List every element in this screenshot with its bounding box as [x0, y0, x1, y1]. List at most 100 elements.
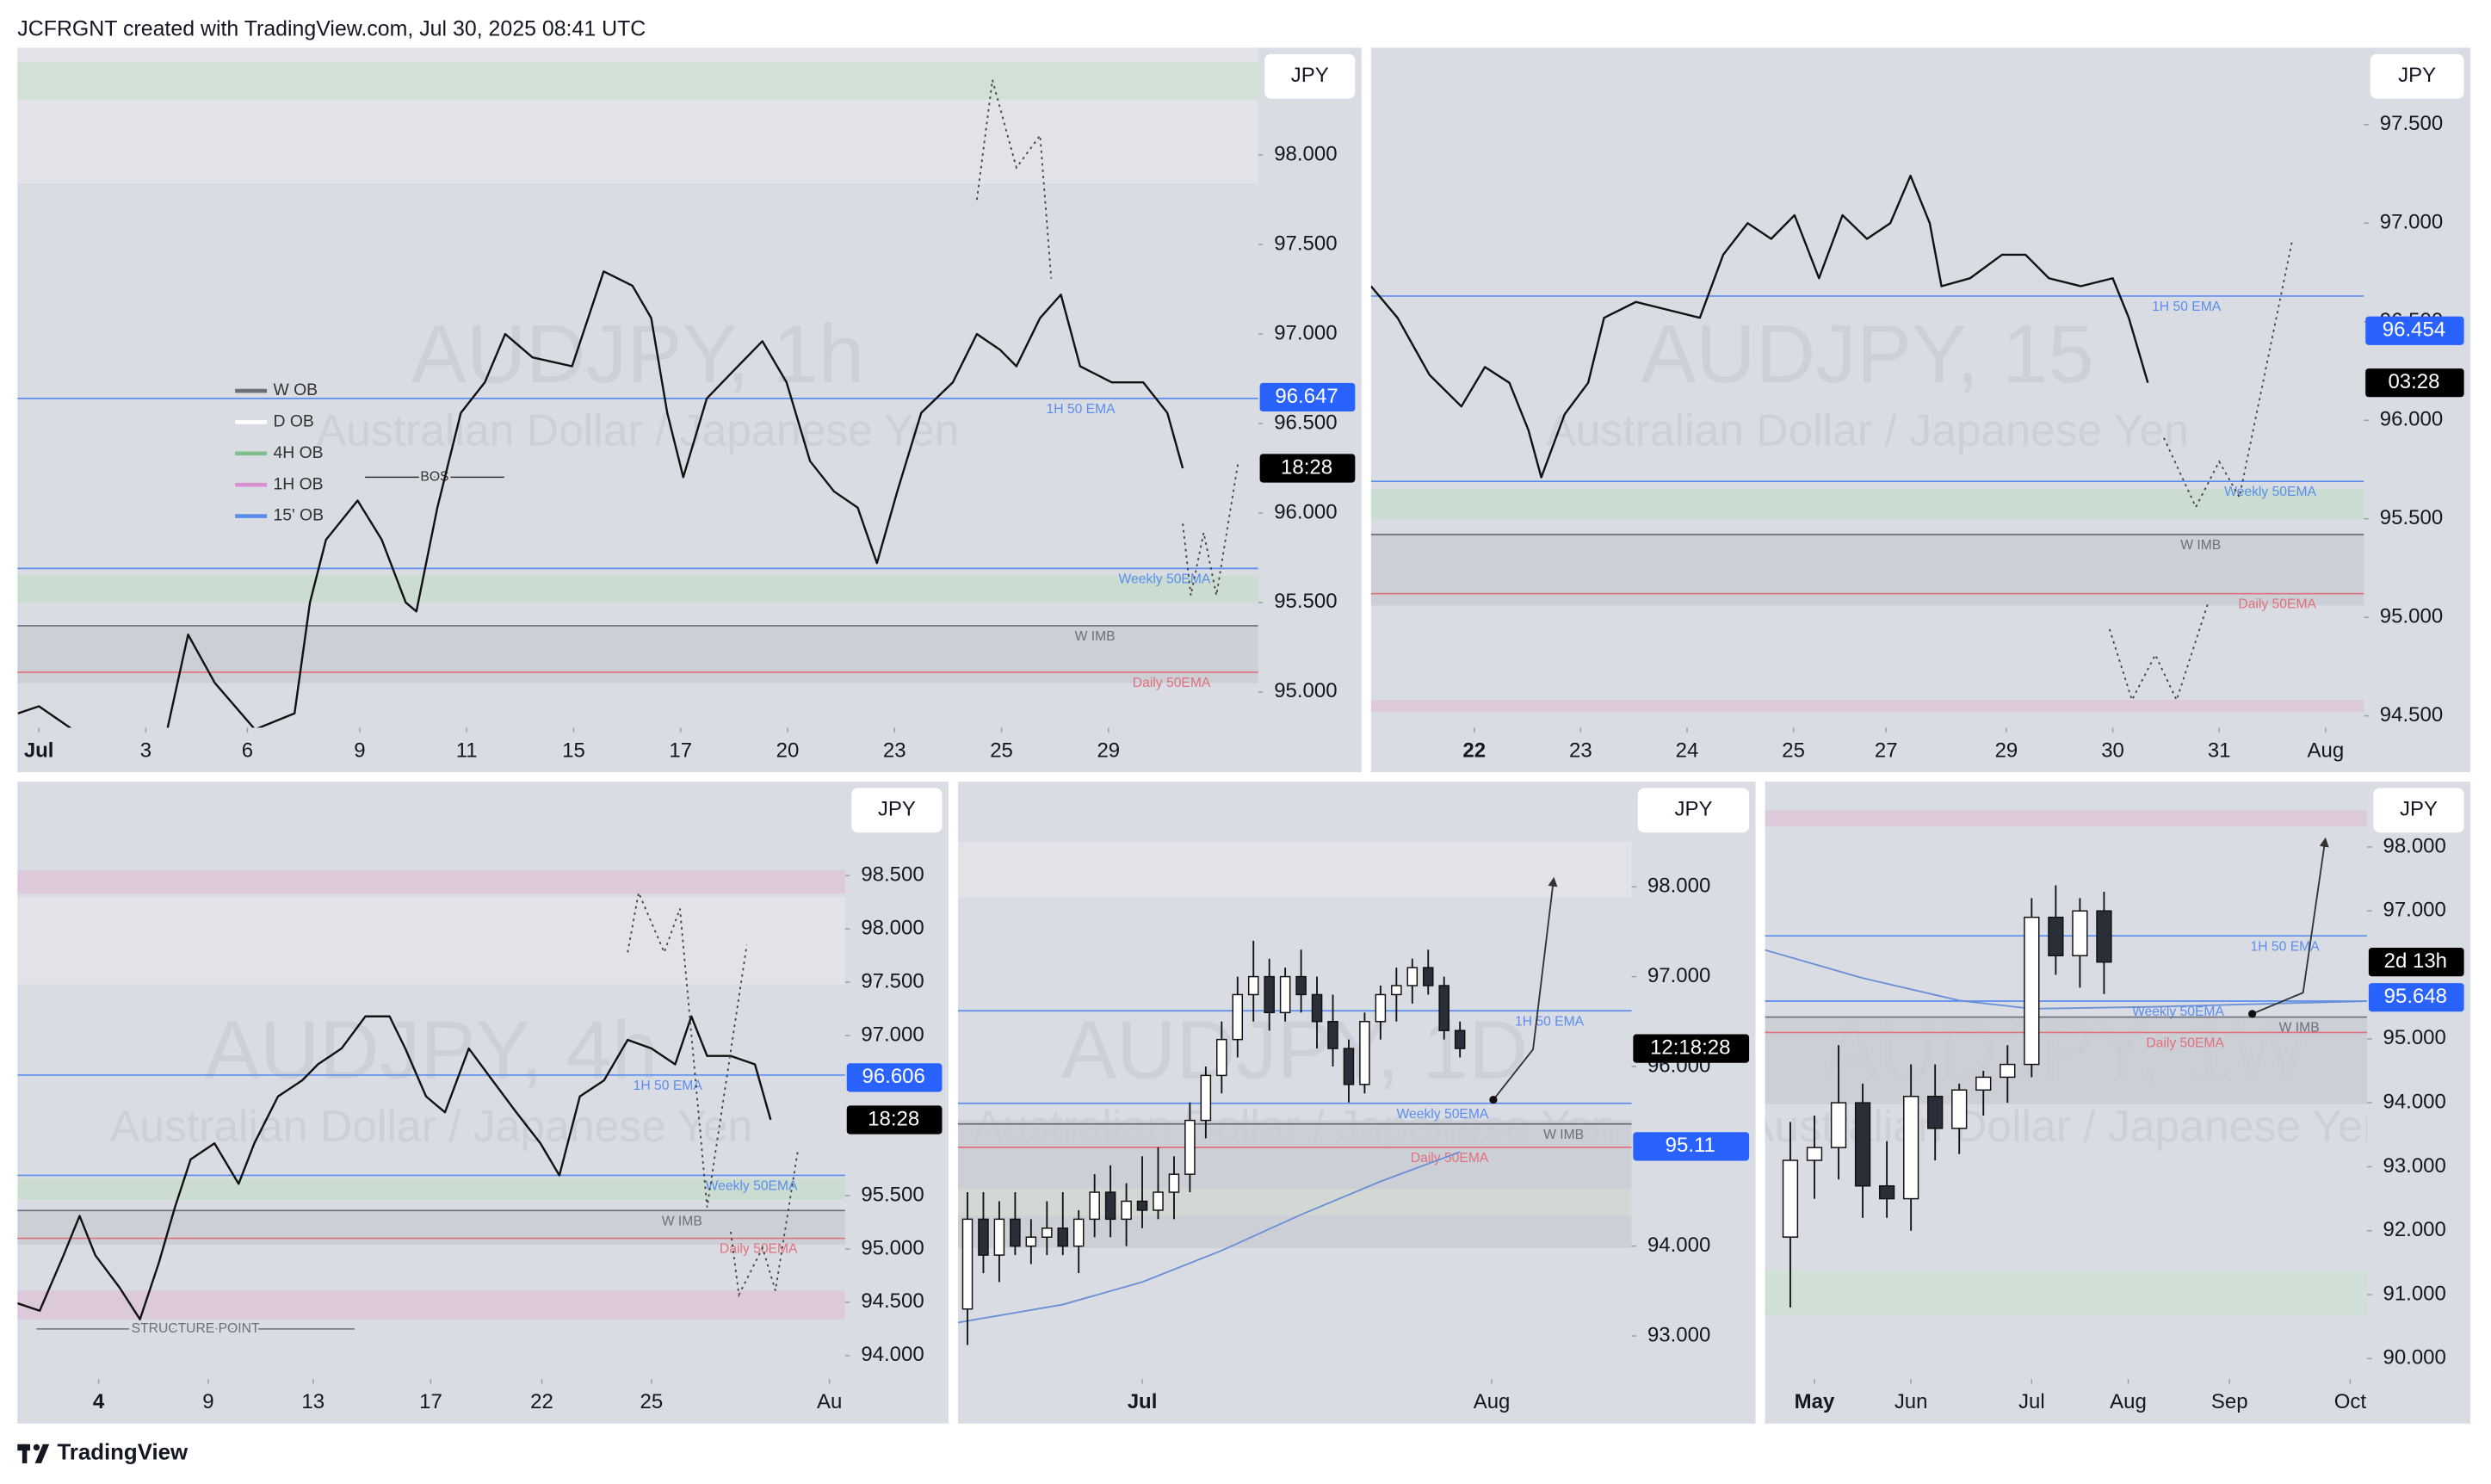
candle-body — [1422, 967, 1434, 986]
order-block-zone — [17, 1178, 845, 1200]
candle-body — [1391, 985, 1402, 996]
legend-label: D OB — [273, 412, 313, 431]
y-tick-label: 97.000 — [2380, 211, 2443, 234]
order-block-zone — [17, 1210, 845, 1245]
y-tick-label: 95.500 — [2380, 506, 2443, 529]
level-label: 1H 50 EMA — [634, 1079, 703, 1093]
currency-box — [1264, 53, 1356, 99]
x-tick-label: Jul — [24, 739, 54, 762]
price-label-box — [846, 1063, 943, 1092]
order-block-zone — [1765, 810, 2368, 827]
candle-body — [1136, 1200, 1148, 1211]
candle-body — [1104, 1191, 1116, 1221]
candle-body — [1327, 1021, 1338, 1049]
order-block-zone — [17, 62, 1258, 100]
x-tick-label: 29 — [1995, 739, 2018, 762]
x-tick-label: 11 — [456, 739, 478, 762]
watermark-subtitle: Australian Dollar / Japanese Yen — [1546, 405, 2189, 454]
candle-body — [1830, 1102, 1847, 1148]
countdown-box — [2365, 368, 2464, 398]
candle-body — [1279, 975, 1291, 1014]
price-label-box — [2365, 316, 2464, 345]
y-tick-label: 97.000 — [2383, 899, 2445, 922]
y-tick-label: 97.500 — [1274, 232, 1337, 255]
x-tick-label: 25 — [990, 739, 1013, 762]
level-label: Weekly 50EMA — [2224, 485, 2316, 499]
level-label: Daily 50EMA — [1411, 1151, 1489, 1166]
chart-panel — [1370, 47, 2471, 773]
x-tick-label: Jul — [1128, 1390, 1158, 1413]
x-tick-label: 15 — [562, 739, 585, 762]
price-label: 96.647 — [1275, 385, 1338, 408]
y-tick-label: 96.500 — [1274, 411, 1337, 434]
y-tick-label: 97.500 — [2380, 112, 2443, 135]
candle-body — [978, 1218, 989, 1256]
candle-body — [1975, 1076, 1992, 1091]
order-block-zone — [17, 575, 1258, 603]
x-tick-label: 30 — [2101, 739, 2124, 762]
y-tick-label: 93.000 — [1647, 1323, 1710, 1346]
level-label: STRUCTURE POINT — [132, 1321, 260, 1336]
price-label: 96.606 — [862, 1065, 925, 1088]
y-tick-label: 94.000 — [1647, 1234, 1710, 1257]
candle-body — [1057, 1227, 1069, 1247]
x-tick-label: Sep — [2211, 1390, 2248, 1413]
candle-body — [1184, 1119, 1196, 1175]
y-tick-label: 98.500 — [861, 863, 924, 887]
candle-body — [1168, 1173, 1180, 1193]
order-block-zone — [957, 1120, 1632, 1248]
plot-area: AUDJPY, 1WAustralian Dollar / Japanese Y… — [1765, 810, 2368, 1315]
currency-label: JPY — [878, 798, 916, 821]
x-tick-label: 3 — [140, 739, 151, 762]
y-tick-label: 95.000 — [1274, 679, 1337, 702]
y-tick-label: 98.000 — [1274, 143, 1337, 166]
y-tick-label: 92.000 — [2383, 1218, 2445, 1241]
y-tick-label: 94.000 — [2383, 1090, 2445, 1113]
y-tick-label: 98.000 — [861, 916, 924, 939]
x-tick-label: 17 — [669, 739, 692, 762]
countdown-label: 18:28 — [868, 1107, 919, 1130]
y-tick-label: 97.000 — [1647, 964, 1710, 987]
tv-logo — [17, 1444, 50, 1463]
x-tick-label: 24 — [1676, 739, 1699, 762]
currency-label: JPY — [1674, 798, 1712, 821]
countdown-box — [1259, 454, 1356, 483]
candle-body — [2000, 1063, 2016, 1079]
projection-path — [2108, 238, 2294, 702]
x-tick-label: 23 — [1569, 739, 1592, 762]
level-label: Daily 50EMA — [1133, 676, 1211, 690]
price-label: 95.648 — [2384, 985, 2447, 1008]
level-label: Weekly 50EMA — [706, 1178, 798, 1193]
x-tick-label: 6 — [242, 739, 253, 762]
candle-body — [2048, 916, 2064, 956]
y-tick-label: 95.000 — [2383, 1026, 2445, 1049]
x-tick-label: Jun — [1895, 1390, 1928, 1413]
projection-arrow — [2252, 837, 2329, 1015]
x-tick-label: 27 — [1875, 739, 1898, 762]
candle-body — [1264, 975, 1275, 1014]
y-tick-label: 98.000 — [1647, 875, 1710, 898]
countdown-box — [2368, 948, 2464, 977]
level-label: Daily 50EMA — [2146, 1036, 2224, 1050]
level-label: W IMB — [2279, 1021, 2320, 1036]
watermark-subtitle: Australian Dollar / Japanese Yen — [317, 405, 960, 454]
candle-body — [1247, 975, 1259, 996]
projection-start — [2247, 1010, 2257, 1018]
price-label: 96.454 — [2383, 318, 2445, 342]
level-label: 1H 50 EMA — [2152, 300, 2222, 314]
candle-body — [2096, 910, 2112, 963]
countdown-box — [846, 1105, 943, 1135]
level-label: Weekly 50EMA — [1397, 1107, 1489, 1122]
candle-body — [1454, 1030, 1466, 1049]
candle-body — [2024, 916, 2040, 1066]
y-tick-label: 96.000 — [2380, 408, 2443, 431]
y-tick-label: 95.500 — [861, 1183, 924, 1206]
x-tick-label: 25 — [1782, 739, 1805, 762]
candle-body — [1153, 1191, 1164, 1211]
candle-body — [1042, 1227, 1053, 1238]
currency-label: JPY — [2400, 798, 2438, 821]
order-block-zone — [17, 1290, 845, 1320]
currency-box — [2373, 788, 2464, 833]
